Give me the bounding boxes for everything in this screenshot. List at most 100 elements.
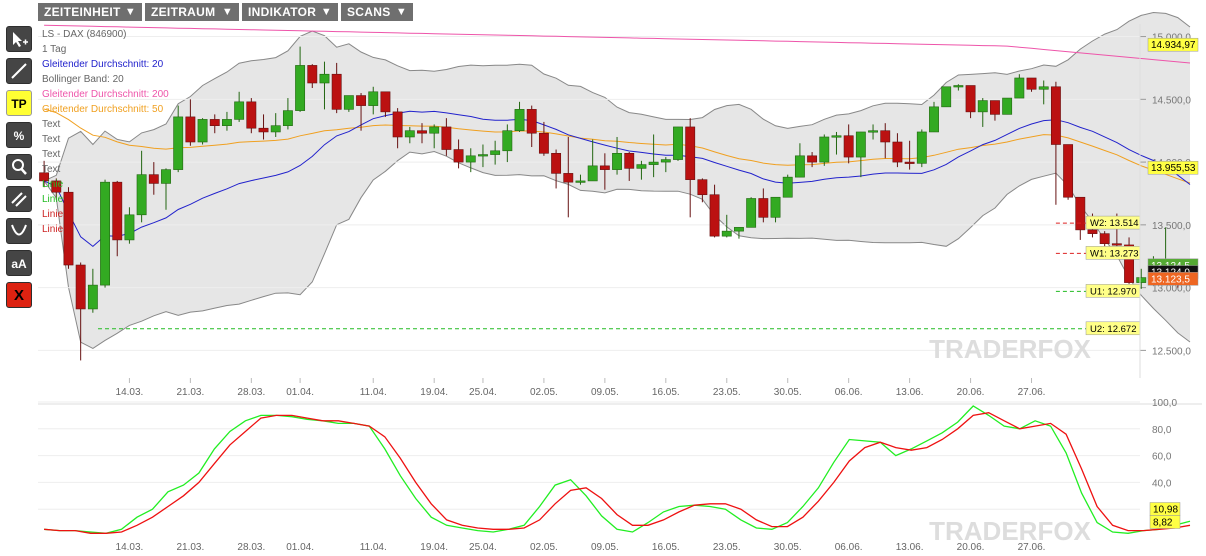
osc-y-tick-label-1: 40,0 [1152,478,1172,489]
candle [39,172,50,182]
candle [136,174,147,216]
x-tick-label-main-2: 28.03. [237,387,265,398]
x-tick-label-osc-11: 30.05. [774,542,802,553]
candle [1075,196,1086,231]
y-tick-label-0: 12.500,0 [1152,346,1191,357]
osc-y-tick-label-4: 100,0 [1152,398,1177,409]
diagonal-line-icon [11,63,27,79]
osc-tag-bg [1149,515,1181,529]
menu-zeiteinheit[interactable]: ZEITEINHEIT ▼ [38,3,142,21]
candle [624,152,635,169]
candle [343,95,354,110]
candle [685,126,696,180]
x-tick-label-main-8: 09.05. [591,387,619,398]
bollinger-lower-line [43,150,1191,349]
x-tick-label-main-10: 23.05. [713,387,741,398]
candle [941,86,952,108]
candle [1063,144,1074,198]
candle [1124,244,1134,283]
oscillator-panel-bg [38,402,1202,536]
delete-tool[interactable]: X [6,282,32,308]
price-tag-label-4: 13.123,5 [1151,274,1190,285]
candle [929,106,939,133]
candle [770,196,781,218]
oscillator-series-1 [44,412,1191,534]
candle [282,110,293,126]
candle [868,130,878,133]
parallel-lines-icon [11,192,27,207]
menu-label: INDIKATOR [248,5,317,19]
search-tool[interactable] [6,154,32,180]
candle [612,152,622,170]
x-tick-label-main-14: 20.06. [957,387,985,398]
legend-entry-4: Gleitender Durchschnitt: 200 [42,89,169,100]
candle [587,165,598,182]
x-tick-label-osc-10: 23.05. [713,542,741,553]
candle [904,161,915,164]
chevron-down-icon: ▼ [395,6,407,18]
x-tick-label-osc-5: 19.04. [420,542,448,553]
candle [599,165,610,170]
candle [148,174,159,184]
x-tick-label-main-1: 21.03. [176,387,204,398]
candle [758,198,769,218]
legend-entry-6: Text [42,119,61,130]
x-tick-label-main-7: 02.05. [530,387,558,398]
candle [124,214,135,241]
candle [746,198,757,228]
candle [185,116,196,143]
candle [953,85,964,88]
candle [648,161,659,165]
candle [307,65,318,84]
menu-label: ZEITEINHEIT [44,5,121,19]
candle [161,169,171,184]
text-tool[interactable]: aA [6,250,32,276]
line-tool[interactable] [6,58,32,84]
osc-tag-label-0: 10,98 [1153,505,1178,516]
candle [380,91,391,113]
candle [538,132,549,154]
candle [63,191,74,266]
level-tag-label-0: W2: 13.514 [1090,218,1139,229]
x-tick-label-main-5: 19.04. [420,387,448,398]
x-tick-label-main-6: 25.04. [469,387,497,398]
oscillator-series-0 [44,405,1191,534]
x-tick-label-main-4: 11.04. [360,387,387,398]
channel-tool[interactable] [6,186,32,212]
candle [173,116,184,170]
candle [429,126,440,134]
candle [356,95,366,106]
candle [575,180,586,183]
arc-tool[interactable] [6,218,32,244]
x-tick-label-main-11: 30.05. [774,387,802,398]
legend-entry-9: Text [42,164,61,175]
pointer-add-tool[interactable] [6,26,32,52]
candle [782,176,793,198]
x-tick-label-osc-15: 27.06. [1018,542,1046,553]
watermark-main: TRADERFOX [929,334,1091,364]
menu-zeitraum[interactable]: ZEITRAUM ▼ [145,3,239,21]
candle [490,150,501,155]
ma200-line [44,24,1191,64]
magnifier-icon [12,159,27,175]
y-tick-label-4: 14.500,0 [1152,95,1191,106]
x-tick-label-osc-6: 25.04. [469,542,497,553]
candle [417,130,427,134]
percent-label: % [13,129,25,143]
legend-entry-5: Gleitender Durchschnitt: 50 [42,104,164,115]
x-tick-label-osc-4: 11.04. [360,542,387,553]
menu-indikator[interactable]: INDIKATOR ▼ [242,3,338,21]
bollinger-upper-line [43,11,1191,182]
chevron-down-icon: ▼ [124,6,136,18]
percent-tool[interactable]: % [6,122,32,148]
x-tick-label-main-13: 13.06. [896,387,924,398]
candle [916,131,927,164]
x-tick-label-main-3: 01.04. [286,387,314,398]
menu-scans[interactable]: SCANS ▼ [341,3,413,21]
legend-entry-13: Linie [42,224,64,235]
candle [1136,277,1147,283]
text-tool-label: aA [11,257,27,271]
candle [831,135,842,138]
tp-tool[interactable]: TP [6,90,32,116]
